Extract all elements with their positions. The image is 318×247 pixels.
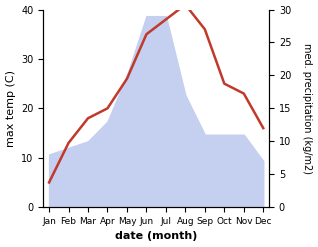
Y-axis label: med. precipitation (kg/m2): med. precipitation (kg/m2): [302, 43, 313, 174]
Y-axis label: max temp (C): max temp (C): [5, 70, 16, 147]
X-axis label: date (month): date (month): [115, 231, 197, 242]
